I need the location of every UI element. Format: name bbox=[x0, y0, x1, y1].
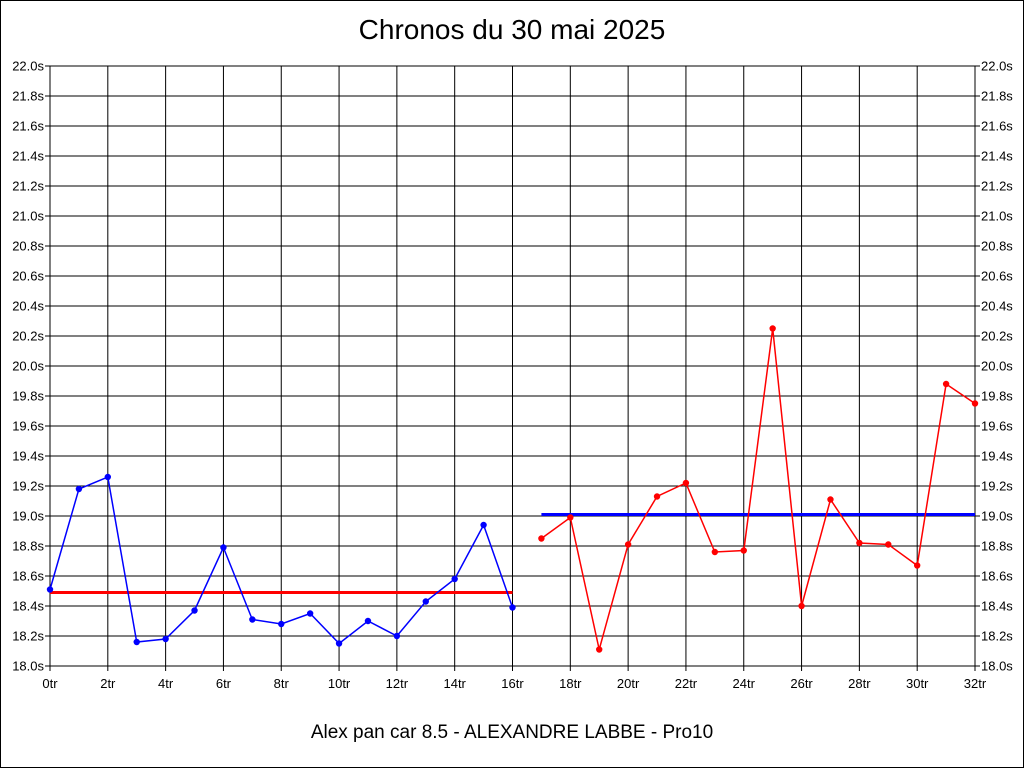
y-tick-label-left: 20.8s bbox=[12, 239, 44, 254]
x-tick-label: 12tr bbox=[386, 676, 409, 691]
x-tick-label: 6tr bbox=[216, 676, 232, 691]
data-point bbox=[856, 539, 863, 547]
y-tick-label-right: 19.2s bbox=[981, 479, 1013, 494]
y-tick-label-right: 20.2s bbox=[981, 329, 1013, 344]
y-tick-label-left: 21.4s bbox=[12, 149, 44, 164]
data-point bbox=[249, 616, 256, 623]
x-tick-label: 0tr bbox=[42, 676, 58, 691]
y-tick-label-left: 18.6s bbox=[12, 569, 44, 584]
data-point bbox=[885, 541, 892, 548]
x-tick-label: 30tr bbox=[906, 676, 929, 691]
data-point bbox=[451, 575, 458, 583]
y-tick-label-right: 20.6s bbox=[981, 269, 1013, 284]
x-tick-label: 8tr bbox=[274, 676, 290, 691]
y-tick-label-right: 21.4s bbox=[981, 149, 1013, 164]
x-tick-label: 14tr bbox=[443, 676, 466, 691]
x-tick-label: 4tr bbox=[158, 676, 174, 691]
y-tick-label-right: 21.0s bbox=[981, 209, 1013, 224]
y-tick-label-left: 21.2s bbox=[12, 179, 44, 194]
y-tick-label-left: 21.8s bbox=[12, 89, 44, 104]
y-tick-label-left: 19.0s bbox=[12, 509, 44, 524]
data-point bbox=[740, 547, 747, 554]
data-point bbox=[827, 496, 834, 503]
y-tick-label-left: 18.2s bbox=[12, 629, 44, 644]
data-point bbox=[104, 473, 112, 481]
y-tick-label-left: 19.4s bbox=[12, 449, 44, 464]
y-tick-label-left: 18.8s bbox=[12, 539, 44, 554]
data-point bbox=[711, 548, 719, 556]
plot-area-border bbox=[49, 65, 976, 667]
data-point bbox=[191, 607, 198, 614]
data-point bbox=[942, 380, 950, 388]
data-point bbox=[220, 544, 227, 551]
y-tick-label-right: 19.8s bbox=[981, 389, 1013, 404]
y-tick-label-left: 20.0s bbox=[12, 359, 44, 374]
y-tick-label-right: 18.4s bbox=[981, 599, 1013, 614]
chart-caption: Alex pan car 8.5 - ALEXANDRE LABBE - Pro… bbox=[310, 722, 714, 743]
y-tick-label-right: 19.6s bbox=[981, 419, 1013, 434]
y-tick-label-right: 18.0s bbox=[981, 659, 1013, 674]
data-point bbox=[567, 514, 574, 521]
y-tick-label-left: 19.6s bbox=[12, 419, 44, 434]
data-point bbox=[538, 535, 545, 542]
data-point bbox=[971, 400, 979, 407]
data-point bbox=[682, 479, 690, 487]
data-point bbox=[769, 325, 776, 332]
data-point bbox=[75, 485, 83, 493]
y-tick-label-left: 19.2s bbox=[12, 479, 44, 494]
series-line bbox=[540, 328, 976, 650]
y-tick-label-left: 20.6s bbox=[12, 269, 44, 284]
y-tick-label-right: 18.6s bbox=[981, 569, 1013, 584]
y-tick-label-right: 19.0s bbox=[981, 509, 1013, 524]
y-tick-label-right: 19.4s bbox=[981, 449, 1013, 464]
y-tick-label-left: 21.0s bbox=[12, 209, 44, 224]
data-point bbox=[913, 562, 921, 569]
y-tick-label-right: 21.8s bbox=[981, 89, 1013, 104]
y-tick-label-left: 19.8s bbox=[12, 389, 44, 404]
x-tick-label: 22tr bbox=[675, 676, 698, 691]
x-tick-label: 18tr bbox=[559, 676, 582, 691]
y-tick-label-left: 22.0s bbox=[12, 59, 44, 74]
x-tick-label: 2tr bbox=[100, 676, 116, 691]
data-point bbox=[278, 620, 285, 628]
y-tick-label-left: 20.4s bbox=[12, 299, 44, 314]
y-tick-label-left: 18.0s bbox=[12, 659, 44, 674]
y-tick-label-right: 22.0s bbox=[981, 59, 1013, 74]
data-point bbox=[509, 604, 516, 611]
data-point bbox=[46, 586, 54, 593]
chart-title: Chronos du 30 mai 2025 bbox=[358, 14, 666, 45]
data-point bbox=[653, 493, 661, 500]
x-tick-label: 32tr bbox=[964, 676, 987, 691]
x-tick-label: 24tr bbox=[733, 676, 756, 691]
data-point bbox=[306, 610, 314, 617]
y-tick-label-right: 20.8s bbox=[981, 239, 1013, 254]
data-point bbox=[162, 635, 169, 643]
x-tick-label: 28tr bbox=[848, 676, 871, 691]
y-tick-label-right: 18.8s bbox=[981, 539, 1013, 554]
y-tick-label-left: 21.6s bbox=[12, 119, 44, 134]
data-point bbox=[798, 602, 805, 610]
data-point bbox=[422, 598, 429, 605]
x-tick-label: 26tr bbox=[790, 676, 813, 691]
data-point bbox=[624, 541, 632, 548]
data-point bbox=[364, 617, 372, 625]
y-tick-label-right: 20.0s bbox=[981, 359, 1013, 374]
x-tick-label: 16tr bbox=[501, 676, 524, 691]
x-tick-label: 20tr bbox=[617, 676, 640, 691]
y-tick-label-left: 18.4s bbox=[12, 599, 44, 614]
y-tick-label-right: 21.2s bbox=[981, 179, 1013, 194]
y-tick-label-right: 20.4s bbox=[981, 299, 1013, 314]
x-tick-label: 10tr bbox=[328, 676, 351, 691]
data-point bbox=[393, 632, 401, 640]
y-tick-label-right: 18.2s bbox=[981, 629, 1013, 644]
y-tick-label-right: 21.6s bbox=[981, 119, 1013, 134]
data-point bbox=[596, 646, 603, 653]
y-tick-label-left: 20.2s bbox=[12, 329, 44, 344]
data-point bbox=[335, 640, 343, 647]
data-point bbox=[480, 521, 487, 529]
data-point bbox=[133, 638, 140, 646]
